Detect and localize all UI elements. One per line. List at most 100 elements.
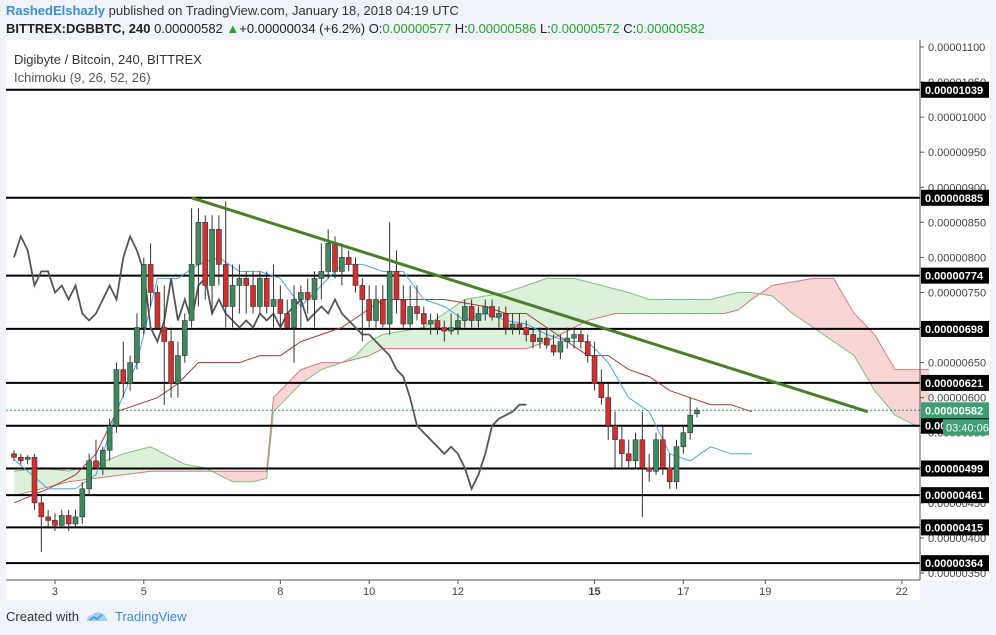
level-price-text: 0.00001039: [925, 85, 983, 97]
candle: [250, 285, 256, 307]
candle: [578, 334, 584, 342]
level-price-text: 0.00000698: [925, 324, 983, 336]
footer: Created with TradingView: [6, 609, 187, 624]
candle: [311, 278, 318, 300]
time-tick-label: 5: [141, 586, 147, 598]
level-price-label: [921, 189, 989, 206]
candle: [455, 320, 461, 328]
candle: [127, 362, 133, 384]
level-price-label: [921, 267, 989, 284]
chart-title: Digibyte / Bitcoin, 240, BITTREX: [14, 52, 202, 67]
tradingview-link[interactable]: TradingView: [114, 609, 187, 624]
level-price-text: 0.00000364: [925, 558, 984, 570]
candle: [291, 299, 297, 328]
cloud-segment: [546, 278, 561, 342]
time-tick-label: 17: [677, 586, 689, 598]
cloud-segment: [355, 341, 370, 360]
last-price-label: [921, 402, 989, 419]
time-tick-label: 12: [452, 586, 464, 598]
candle: [181, 320, 188, 356]
level-price-text: 0.00000415: [925, 522, 983, 534]
candle: [31, 456, 38, 504]
candle: [420, 313, 427, 325]
cloud-segment: [615, 288, 629, 314]
candle: [168, 341, 174, 384]
candle: [359, 285, 366, 300]
candle: [345, 257, 352, 265]
candle: [154, 292, 161, 328]
candle: [516, 323, 523, 328]
candle: [339, 257, 345, 272]
level-price-label: [921, 81, 989, 98]
cloud-segment: [587, 281, 602, 321]
level-price-label: [921, 487, 989, 504]
level-price-label: [921, 460, 989, 477]
candle: [216, 229, 222, 265]
cloud-segment: [724, 292, 738, 314]
close-label: C:: [623, 21, 637, 36]
candle: [325, 243, 331, 272]
time-tick-label: 10: [363, 586, 375, 598]
candle: [318, 271, 325, 279]
level-price-text: 0.00000461: [925, 490, 983, 502]
trend-line[interactable]: [191, 196, 869, 414]
candle: [571, 334, 577, 339]
candle: [332, 243, 338, 272]
candle: [38, 502, 45, 518]
tenkan-sen-line: [13, 256, 752, 490]
candle: [400, 299, 407, 325]
time-tick-label: 3: [52, 586, 58, 598]
cloud-segment: [164, 453, 185, 472]
cloud-segment: [232, 471, 254, 482]
cloud-segment: [560, 278, 575, 335]
cloud-segment: [737, 292, 752, 310]
level-price-label: [921, 555, 989, 572]
candle: [257, 278, 263, 307]
candle: [496, 313, 502, 318]
candle: [639, 439, 646, 469]
candle: [605, 397, 612, 427]
cloud-segment: [505, 285, 527, 349]
level-price-text: 0.00000499: [925, 463, 983, 475]
candle: [298, 292, 304, 300]
level-price-text: 0.00000774: [925, 271, 984, 283]
candle: [632, 439, 639, 462]
candle: [380, 299, 386, 325]
created-with-text: Created with: [6, 609, 79, 624]
cloud-segment: [710, 295, 725, 314]
candle: [243, 278, 250, 286]
cloud-segment: [403, 327, 424, 349]
open-label: O:: [368, 21, 383, 36]
cloud-segment: [444, 299, 465, 349]
cloud-segment: [601, 285, 616, 318]
time-axis[interactable]: [6, 580, 920, 600]
candle: [482, 306, 489, 314]
author-name[interactable]: RashedElshazly: [6, 3, 105, 18]
cloud-segment: [628, 292, 650, 314]
price-chart[interactable]: 0.000011000.000010500.000010000.00000950…: [6, 40, 990, 600]
candle: [65, 515, 72, 525]
price-tick-label: 0.00000600: [928, 393, 986, 405]
candle: [72, 516, 79, 525]
cloud-segment: [41, 467, 69, 489]
cloud-segment: [649, 299, 670, 314]
candle: [366, 299, 372, 321]
chikou-span-line: [13, 233, 527, 492]
candle: [188, 264, 195, 321]
countdown-label: [943, 419, 989, 436]
price-tick-label: 0.00001100: [928, 42, 985, 54]
open-value: 0.00000577: [382, 21, 452, 36]
candle: [45, 516, 51, 521]
level-price-text: 0.00000885: [925, 193, 983, 205]
close-value: 0.00000582: [636, 21, 705, 36]
tradingview-logo-icon: [86, 611, 108, 621]
candle: [147, 264, 154, 293]
candle: [537, 337, 543, 342]
candle: [543, 337, 550, 346]
candle: [161, 327, 168, 342]
level-price-label: [921, 374, 989, 391]
level-price-text: 0.00000621: [925, 378, 983, 390]
cloud-segment: [574, 278, 588, 328]
candle: [489, 306, 495, 318]
cloud-segment: [382, 331, 404, 349]
